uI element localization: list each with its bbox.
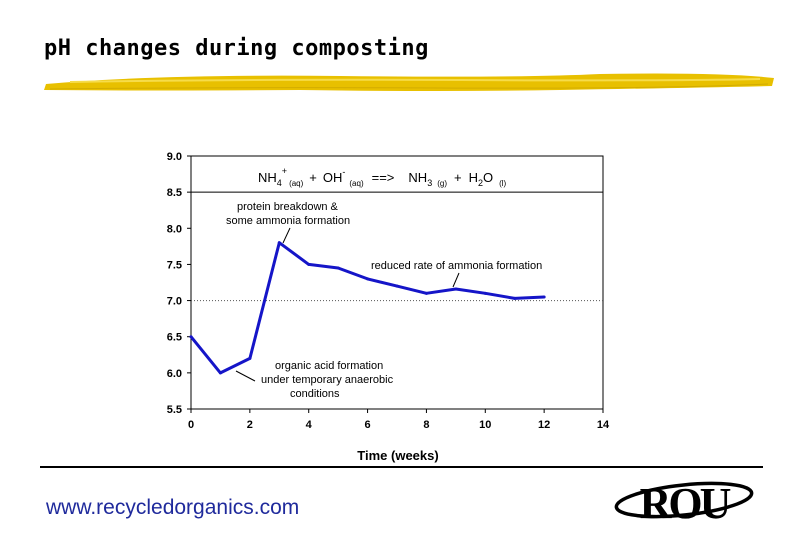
eq-h2o-sub: 2: [478, 178, 483, 188]
annotation-organic-arrow: [235, 370, 256, 382]
annotation-protein-arrow: [282, 227, 291, 244]
eq-plus2: +: [454, 170, 462, 185]
annotation-organic: organic acid formation under temporary a…: [261, 360, 396, 400]
data-point: [336, 266, 340, 270]
eq-l: (l): [499, 179, 506, 188]
logo-text: ROU: [640, 479, 731, 524]
data-point: [395, 284, 399, 288]
data-point: [424, 291, 428, 295]
data-point: [248, 356, 252, 360]
eq-oh: OH: [323, 170, 343, 185]
plot-frame: [190, 155, 604, 410]
eq-nh-sup: +: [282, 166, 287, 176]
data-point: [307, 262, 311, 266]
eq-h2o-h: H: [469, 170, 478, 185]
x-tick-label: 12: [538, 419, 550, 431]
eq-plus1: +: [309, 170, 317, 185]
data-point: [189, 335, 193, 339]
x-tick-label: 14: [597, 419, 610, 431]
y-tick-label: 8.0: [167, 223, 182, 235]
eq-aq2: (aq): [349, 179, 364, 188]
annotation-protein-line1: protein breakdown &: [237, 201, 339, 213]
y-tick-label: 7.5: [167, 259, 182, 271]
annotation-organic-line1: organic acid formation: [275, 360, 383, 372]
eq-nh3: NH: [408, 170, 427, 185]
eq-nh3-sub: 3: [427, 178, 432, 188]
y-tick-label: 6.0: [167, 368, 182, 380]
x-tick-label: 10: [479, 419, 491, 431]
logo-swoosh: [614, 481, 754, 519]
website-link[interactable]: www.recycledorganics.com: [46, 496, 300, 519]
y-tick-label: 9.0: [167, 151, 182, 163]
x-tick-label: 4: [306, 419, 313, 431]
brush-underline: [44, 73, 774, 91]
x-tick-label: 0: [188, 419, 194, 431]
data-point: [513, 296, 517, 300]
eq-aq1: (aq): [289, 179, 304, 188]
eq-nh-sub: 4: [277, 178, 282, 188]
data-point: [454, 287, 458, 291]
annotation-reduced-arrow: [452, 272, 460, 288]
data-point: [366, 277, 370, 281]
data-point: [218, 371, 222, 375]
y-tick-label: 8.5: [167, 187, 182, 199]
y-tick-label: 5.5: [167, 404, 182, 416]
x-axis-label: Time (weeks): [357, 448, 438, 463]
x-tick-label: 8: [423, 419, 429, 431]
y-tick-label: 7.0: [167, 296, 182, 308]
bottom-rule: [40, 466, 763, 468]
equation: NH4+(aq) + OH-(aq) ==> NH3 (g) + H2O (l): [258, 166, 507, 188]
data-point: [542, 295, 546, 299]
y-tick-label: 6.5: [167, 332, 182, 344]
data-point: [483, 291, 487, 295]
slide-title: pH changes during composting: [44, 36, 429, 61]
eq-h2o-o: O: [483, 170, 493, 185]
annotation-organic-line3: conditions: [290, 388, 340, 400]
rou-logo: ROU: [614, 479, 754, 524]
x-tick-label: 2: [247, 419, 253, 431]
x-tick-label: 6: [365, 419, 371, 431]
annotation-protein: protein breakdown & some ammonia formati…: [226, 201, 350, 227]
data-point: [277, 241, 281, 245]
annotation-protein-line2: some ammonia formation: [226, 215, 350, 227]
annotation-organic-line2: under temporary anaerobic: [261, 374, 394, 386]
eq-oh-sup: -: [342, 167, 345, 177]
eq-g: (g): [437, 179, 447, 188]
eq-nh: NH: [258, 170, 277, 185]
annotation-reduced: reduced rate of ammonia formation: [371, 260, 542, 272]
eq-arrow: ==>: [372, 170, 395, 185]
